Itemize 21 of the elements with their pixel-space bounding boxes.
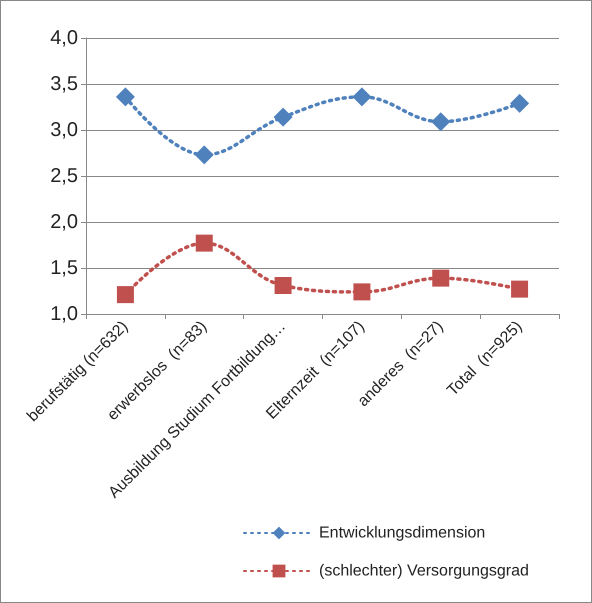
legend-label: (schlechter) Versorgungsgrad <box>319 562 529 580</box>
point <box>196 234 213 252</box>
y-tick-label: 3,5 <box>50 73 78 95</box>
y-tick-label: 2,5 <box>50 165 78 187</box>
legend-label: Entwicklungsdimension <box>319 524 486 542</box>
point <box>194 145 214 164</box>
y-tick-label: 4,0 <box>50 27 78 49</box>
point <box>353 283 370 300</box>
y-tick-label: 3,0 <box>50 119 78 141</box>
y-tick-label: 2,0 <box>50 211 78 233</box>
point <box>274 276 292 294</box>
point <box>116 286 134 304</box>
point <box>510 94 530 113</box>
point <box>352 87 372 106</box>
y-tick-label: 1,0 <box>50 303 78 325</box>
point <box>432 270 450 287</box>
point <box>511 280 528 298</box>
point <box>431 112 450 132</box>
point <box>116 87 135 106</box>
y-tick-label: 1,5 <box>50 257 78 279</box>
point <box>274 108 293 127</box>
